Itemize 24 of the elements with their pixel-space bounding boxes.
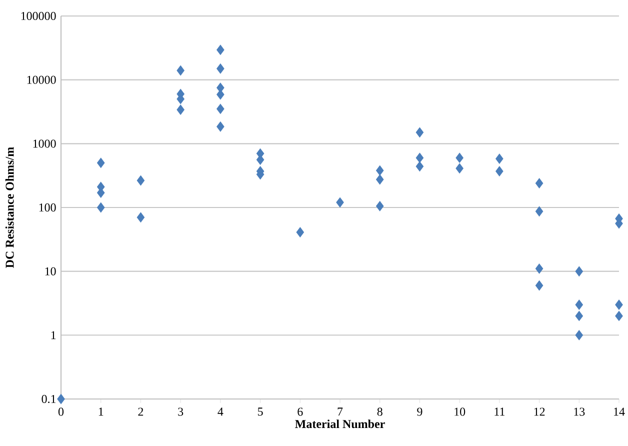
x-tick-label: 2	[138, 408, 144, 416]
y-axis-title: DC Resistance Ohms/m	[5, 147, 14, 268]
x-tick-label: 0	[58, 408, 64, 416]
x-tick-label: 10	[454, 408, 466, 416]
y-tick-label: 0.1	[42, 394, 56, 404]
x-tick-label: 14	[614, 408, 625, 416]
y-tick-label: 100	[39, 203, 56, 212]
x-tick-label: 13	[574, 408, 585, 416]
y-tick-label: 1	[51, 331, 56, 340]
y-tick-label: 100000	[21, 12, 56, 20]
x-tick-label: 11	[494, 408, 504, 416]
y-tick-label: 10000	[27, 76, 56, 84]
x-tick-label: 4	[218, 408, 224, 416]
x-tick-label: 9	[417, 408, 422, 416]
y-tick-label: 1000	[33, 140, 56, 148]
x-tick-label: 7	[338, 408, 343, 416]
x-tick-label: 3	[178, 408, 184, 416]
x-tick-label: 8	[377, 408, 382, 416]
x-tick-label: 6	[298, 408, 303, 416]
x-tick-label: 12	[534, 408, 545, 416]
x-axis-title: Material Number	[295, 420, 385, 428]
y-tick-label: 10	[45, 267, 56, 276]
x-tick-label: 5	[258, 408, 263, 416]
x-tick-label: 1	[98, 408, 104, 416]
